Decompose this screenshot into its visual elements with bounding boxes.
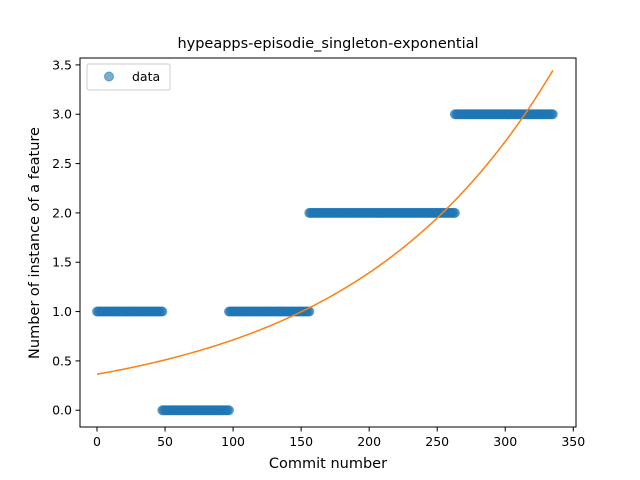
y-tick-label: 3.0 <box>52 107 72 122</box>
data-point <box>224 405 234 416</box>
legend-marker-data <box>104 71 114 82</box>
x-tick-label: 350 <box>561 434 585 449</box>
x-axis-label: Commit number <box>269 456 387 472</box>
y-axis-label: Number of instance of a feature <box>27 127 43 359</box>
plot-frame <box>79 57 577 428</box>
x-tick-label: 50 <box>157 434 173 449</box>
legend-box <box>86 63 171 91</box>
chart-title: hypeapps-episodie_singleton-exponential <box>177 36 478 52</box>
x-tick-label: 250 <box>425 434 449 449</box>
data-point <box>449 207 460 218</box>
y-tick-label: 1.5 <box>52 255 72 270</box>
legend: data <box>86 63 171 91</box>
legend-label-data: data <box>132 69 160 84</box>
x-tick-label: 200 <box>357 434 381 449</box>
y-tick-label: 1.0 <box>52 304 72 319</box>
y-tick-label: 3.5 <box>52 57 72 72</box>
y-tick-label: 2.5 <box>52 156 72 171</box>
x-tick-label: 0 <box>93 434 101 449</box>
data-point <box>547 109 558 120</box>
y-tick-label: 0.0 <box>52 403 72 418</box>
data-point <box>157 306 168 317</box>
x-tick-label: 300 <box>493 434 517 449</box>
x-tick-label: 150 <box>289 434 313 449</box>
y-tick-label: 2.0 <box>52 205 72 220</box>
y-tick-label: 0.5 <box>52 353 72 368</box>
fit-line <box>96 70 554 375</box>
plot-area: 0 50 100 150 200 250 300 350 0.0 0.5 1.0 1.5 2.0 2.5 3… <box>52 57 585 449</box>
x-tick-label: 100 <box>221 434 245 449</box>
